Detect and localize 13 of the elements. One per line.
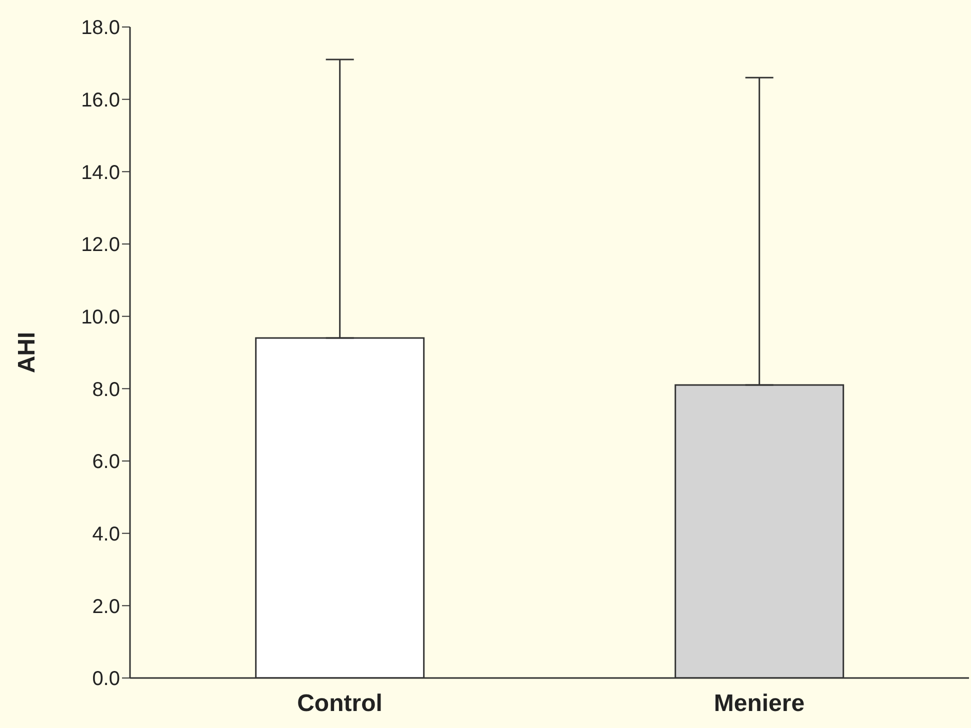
y-tick-label: 0.0 bbox=[92, 668, 120, 690]
x-tick-label: Meniere bbox=[714, 690, 805, 718]
y-tick-label: 6.0 bbox=[92, 451, 120, 474]
y-tick-label: 4.0 bbox=[92, 523, 120, 546]
y-tick-label: 16.0 bbox=[81, 89, 120, 112]
y-tick-label: 8.0 bbox=[92, 378, 120, 401]
y-tick-label: 14.0 bbox=[81, 162, 120, 184]
y-axis-title: AHI bbox=[14, 332, 41, 374]
x-tick-label: Control bbox=[297, 690, 382, 718]
y-tick-label: 2.0 bbox=[92, 596, 120, 618]
y-tick-label: 12.0 bbox=[81, 234, 120, 256]
y-tick-label: 10.0 bbox=[81, 306, 120, 328]
y-tick-label: 18.0 bbox=[81, 17, 120, 40]
